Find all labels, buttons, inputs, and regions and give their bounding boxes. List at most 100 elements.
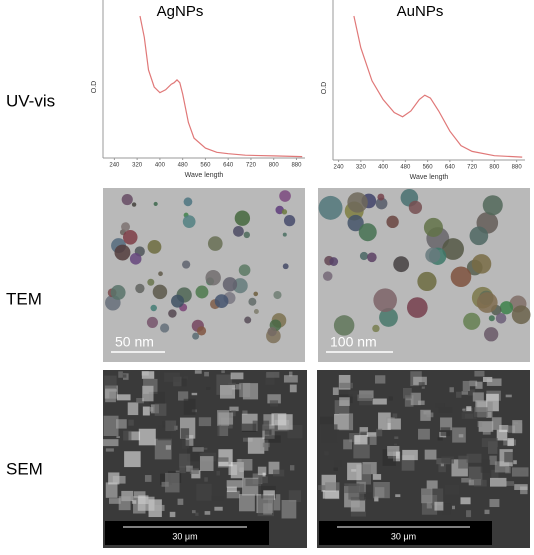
texture — [480, 459, 491, 473]
texture — [194, 370, 202, 374]
texture — [449, 387, 454, 393]
texture — [477, 421, 483, 428]
texture — [499, 424, 509, 433]
nanoparticle — [153, 201, 158, 207]
nanoparticle — [168, 309, 177, 318]
texture — [149, 407, 154, 412]
texture — [178, 391, 189, 401]
nanoparticle — [160, 323, 170, 333]
texture — [116, 394, 131, 401]
texture — [505, 481, 515, 486]
texture — [440, 462, 444, 467]
texture — [180, 428, 190, 439]
x-tick-label: 240 — [334, 165, 345, 171]
texture — [142, 385, 154, 402]
x-tick-label: 480 — [400, 165, 411, 171]
texture — [478, 421, 494, 432]
texture — [491, 469, 499, 480]
texture — [319, 416, 334, 425]
scale-label: 100 nm — [330, 334, 377, 350]
scale-box — [319, 521, 492, 545]
nanoparticle — [375, 197, 388, 210]
nanoparticle — [122, 230, 138, 245]
nanoparticle — [281, 209, 288, 215]
texture — [226, 490, 240, 499]
x-tick-label: 720 — [246, 163, 257, 169]
texture — [257, 495, 274, 517]
texture — [410, 392, 421, 406]
texture — [206, 387, 211, 390]
texture — [472, 392, 484, 402]
nanoparticle — [243, 231, 251, 239]
texture — [115, 419, 127, 429]
texture — [466, 510, 472, 518]
texture — [203, 447, 208, 450]
texture — [486, 378, 502, 386]
texture — [474, 479, 487, 487]
nanoparticle — [359, 251, 369, 261]
nanoparticle — [482, 195, 503, 216]
texture — [239, 382, 251, 398]
texture — [131, 500, 137, 504]
nanoparticle — [131, 202, 137, 207]
nanoparticle — [322, 271, 333, 281]
texture — [491, 417, 502, 430]
texture — [179, 453, 191, 468]
texture — [214, 506, 223, 511]
nanoparticle — [267, 326, 277, 337]
nanoparticle — [511, 305, 531, 325]
nanoparticle — [283, 215, 296, 227]
texture — [445, 484, 460, 495]
texture — [177, 498, 184, 505]
texture — [489, 499, 500, 508]
texture — [269, 400, 279, 407]
texture — [241, 423, 257, 432]
nanoparticle — [347, 214, 364, 232]
texture — [366, 432, 377, 437]
nanoparticle — [253, 309, 259, 314]
texture — [185, 435, 194, 446]
texture — [418, 428, 430, 440]
x-tick-label: 320 — [356, 165, 367, 171]
texture — [474, 407, 488, 417]
texture — [112, 475, 126, 484]
x-tick-label: 880 — [291, 163, 302, 169]
texture — [165, 445, 171, 450]
texture — [338, 374, 351, 390]
texture — [124, 451, 141, 468]
nanoparticle — [273, 290, 282, 300]
x-tick-label: 240 — [109, 163, 120, 169]
sem-image: 30 μm — [317, 370, 530, 548]
texture — [418, 400, 425, 405]
texture — [226, 486, 237, 493]
x-tick-label: 640 — [223, 163, 234, 169]
texture — [165, 472, 180, 493]
texture — [392, 413, 398, 418]
texture — [460, 497, 471, 505]
texture — [404, 395, 414, 407]
nanoparticle — [192, 332, 200, 340]
nanoparticle — [207, 236, 223, 251]
texture — [269, 428, 275, 436]
texture — [123, 374, 127, 378]
texture — [440, 427, 451, 436]
texture — [466, 406, 472, 412]
x-tick-label: 640 — [445, 165, 456, 171]
texture — [218, 457, 229, 462]
texture — [358, 492, 373, 500]
texture — [466, 453, 482, 463]
nanoparticle — [347, 192, 368, 213]
texture — [403, 387, 412, 399]
texture — [141, 371, 155, 379]
x-tick-label: 560 — [200, 163, 211, 169]
texture — [339, 413, 354, 431]
texture — [142, 406, 150, 416]
texture — [348, 391, 359, 397]
texture — [375, 375, 386, 384]
texture — [505, 394, 512, 398]
nanoparticle — [425, 247, 441, 263]
texture — [376, 428, 383, 437]
nanoparticle — [248, 297, 257, 306]
texture — [116, 436, 120, 438]
